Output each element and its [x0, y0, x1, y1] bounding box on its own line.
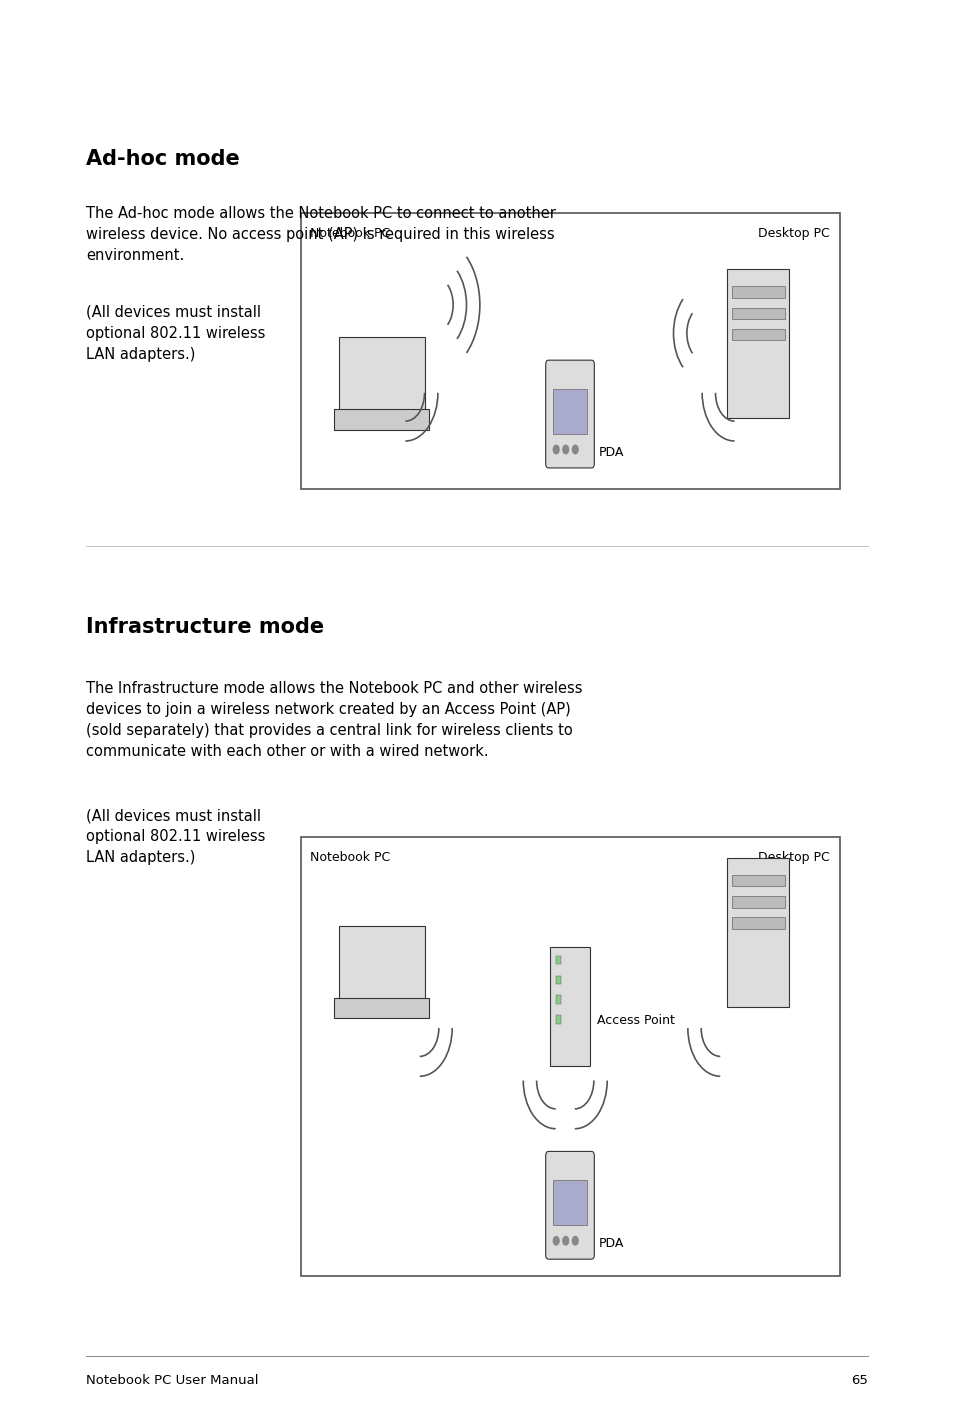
FancyBboxPatch shape: [726, 858, 788, 1007]
Text: Infrastructure mode: Infrastructure mode: [86, 617, 324, 637]
Text: Notebook PC User Manual: Notebook PC User Manual: [86, 1374, 258, 1387]
Circle shape: [553, 445, 558, 454]
Text: Ad-hoc mode: Ad-hoc mode: [86, 149, 239, 169]
Circle shape: [562, 445, 568, 454]
FancyBboxPatch shape: [553, 1180, 586, 1225]
FancyBboxPatch shape: [731, 286, 783, 298]
Text: PDA: PDA: [598, 445, 623, 459]
FancyBboxPatch shape: [338, 926, 424, 1000]
FancyBboxPatch shape: [555, 976, 560, 984]
Text: 65: 65: [850, 1374, 867, 1387]
FancyBboxPatch shape: [300, 837, 839, 1276]
FancyBboxPatch shape: [555, 995, 560, 1004]
FancyBboxPatch shape: [549, 947, 589, 1066]
Text: Notebook PC: Notebook PC: [310, 851, 390, 864]
FancyBboxPatch shape: [731, 329, 783, 340]
FancyBboxPatch shape: [555, 1015, 560, 1024]
FancyBboxPatch shape: [553, 389, 586, 434]
Text: Access Point: Access Point: [596, 1014, 674, 1028]
Text: Desktop PC: Desktop PC: [758, 227, 829, 240]
FancyBboxPatch shape: [731, 917, 783, 929]
Circle shape: [572, 445, 578, 454]
FancyBboxPatch shape: [545, 360, 594, 468]
FancyBboxPatch shape: [731, 896, 783, 908]
FancyBboxPatch shape: [726, 269, 788, 418]
FancyBboxPatch shape: [338, 337, 424, 411]
FancyBboxPatch shape: [545, 1151, 594, 1259]
FancyBboxPatch shape: [731, 308, 783, 319]
Text: Desktop PC: Desktop PC: [758, 851, 829, 864]
Circle shape: [553, 1236, 558, 1245]
FancyBboxPatch shape: [731, 875, 783, 886]
FancyBboxPatch shape: [300, 213, 839, 489]
FancyBboxPatch shape: [555, 956, 560, 964]
Circle shape: [572, 1236, 578, 1245]
FancyBboxPatch shape: [334, 410, 429, 430]
Text: The Ad-hoc mode allows the Notebook PC to connect to another
wireless device. No: The Ad-hoc mode allows the Notebook PC t…: [86, 206, 556, 262]
Text: PDA: PDA: [598, 1236, 623, 1251]
Text: (All devices must install
optional 802.11 wireless
LAN adapters.): (All devices must install optional 802.1…: [86, 808, 265, 865]
Text: The Infrastructure mode allows the Notebook PC and other wireless
devices to joi: The Infrastructure mode allows the Noteb…: [86, 681, 581, 759]
Text: (All devices must install
optional 802.11 wireless
LAN adapters.): (All devices must install optional 802.1…: [86, 305, 265, 362]
Text: Notebook PC: Notebook PC: [310, 227, 390, 240]
FancyBboxPatch shape: [334, 998, 429, 1018]
Circle shape: [562, 1236, 568, 1245]
